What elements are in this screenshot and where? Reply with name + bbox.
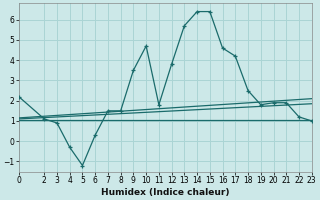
X-axis label: Humidex (Indice chaleur): Humidex (Indice chaleur) [101,188,229,197]
